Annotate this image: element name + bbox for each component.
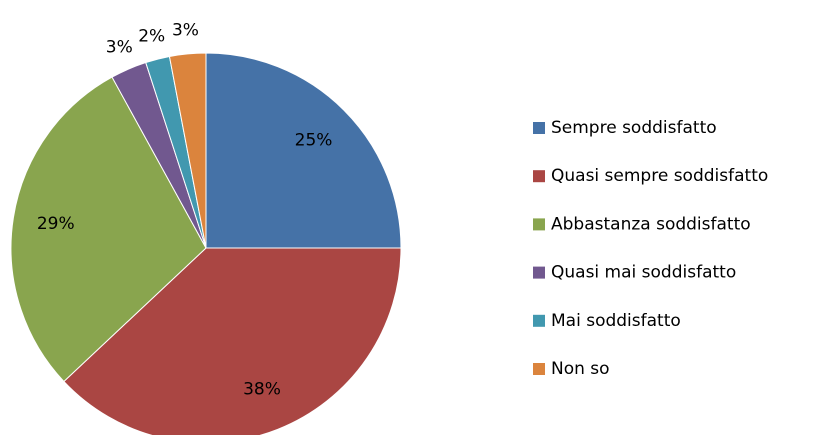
legend-label: Non so bbox=[551, 359, 610, 379]
legend-swatch bbox=[533, 170, 545, 183]
legend-label: Quasi sempre soddisfatto bbox=[551, 166, 768, 186]
legend-label: Sempre soddisfatto bbox=[551, 118, 717, 138]
pie-slice bbox=[205, 52, 402, 249]
legend-label: Quasi mai soddisfatto bbox=[551, 263, 736, 283]
data-label: 38% bbox=[243, 379, 281, 399]
data-label: 3% bbox=[106, 38, 133, 58]
pie-slice bbox=[168, 52, 207, 249]
data-label: 2% bbox=[138, 26, 165, 46]
pie-slice bbox=[10, 76, 207, 383]
legend-swatch bbox=[533, 218, 545, 231]
legend-swatch bbox=[533, 266, 545, 279]
legend-swatch bbox=[533, 122, 545, 134]
legend-swatch bbox=[533, 314, 545, 327]
legend-label: Abbastanza soddisfatto bbox=[551, 214, 751, 234]
data-label: 29% bbox=[37, 214, 75, 234]
legend-label: Mai soddisfatto bbox=[551, 311, 681, 331]
pie-slice bbox=[63, 247, 402, 435]
data-label: 3% bbox=[172, 21, 199, 41]
data-label: 25% bbox=[295, 130, 333, 150]
legend-swatch bbox=[533, 363, 545, 375]
